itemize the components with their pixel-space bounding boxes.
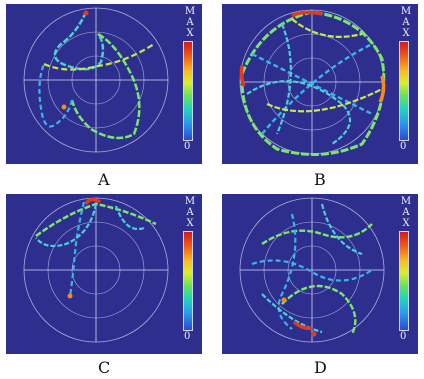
colorbar-max-label: M A X	[399, 6, 413, 39]
colorbar-b	[399, 41, 409, 141]
pool-track-a	[6, 4, 202, 164]
colorbar-min-label: 0	[184, 141, 190, 152]
heatmap-panel-c: M A X 0	[6, 194, 202, 354]
heatmap-panel-a: M A X 0	[6, 4, 202, 164]
pool-track-c	[6, 194, 202, 354]
colorbar-a	[183, 41, 193, 141]
colorbar-max-label: M A X	[183, 6, 197, 39]
colorbar-min-label: 0	[400, 141, 406, 152]
panel-label-b: B	[314, 170, 326, 189]
colorbar-d	[399, 231, 409, 331]
pool-track-d	[222, 194, 418, 354]
pool-track-b	[222, 4, 418, 164]
panel-label-a: A	[98, 170, 110, 189]
colorbar-min-label: 0	[184, 331, 190, 342]
heatmap-panel-b: M A X 0	[222, 4, 418, 164]
colorbar-min-label: 0	[400, 331, 406, 342]
colorbar-c	[183, 231, 193, 331]
heatmap-panel-d: M A X 0	[222, 194, 418, 354]
colorbar-max-label: M A X	[399, 196, 413, 229]
colorbar-max-label: M A X	[183, 196, 197, 229]
panel-label-d: D	[314, 358, 327, 377]
panel-label-c: C	[98, 358, 110, 377]
